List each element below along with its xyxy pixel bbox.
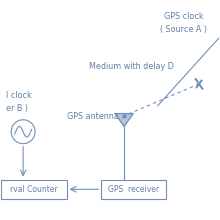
Text: l clock: l clock: [6, 91, 31, 100]
Polygon shape: [115, 114, 133, 126]
Text: GPS antenna: GPS antenna: [67, 112, 119, 121]
Text: ( Source A ): ( Source A ): [160, 25, 207, 34]
Text: Medium with delay D: Medium with delay D: [89, 62, 174, 71]
Text: GPS  receiver: GPS receiver: [108, 185, 160, 194]
Text: GPS clock: GPS clock: [164, 12, 204, 21]
Text: er B ): er B ): [6, 104, 28, 114]
Bar: [101, 180, 167, 199]
Text: rval Counter: rval Counter: [10, 185, 58, 194]
Bar: [1, 180, 67, 199]
